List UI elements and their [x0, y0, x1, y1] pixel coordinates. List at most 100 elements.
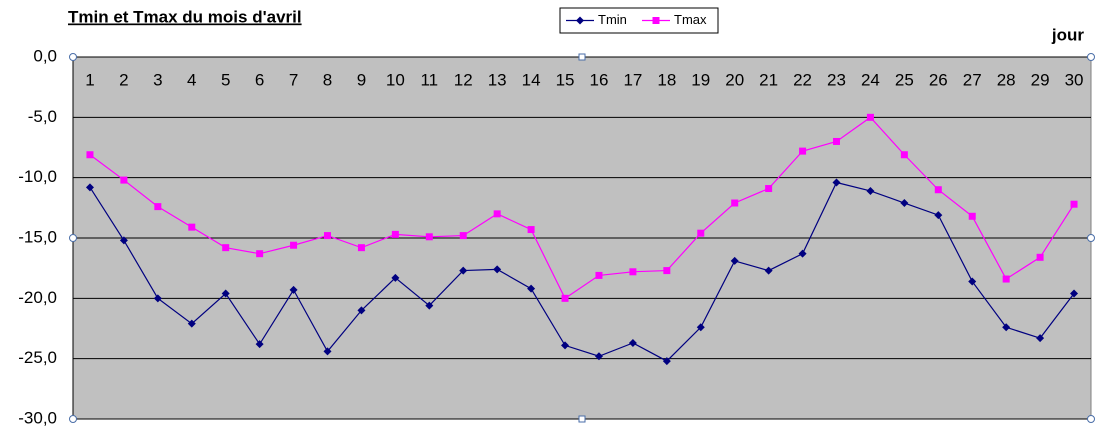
data-point	[459, 266, 468, 275]
legend-label: Tmax	[674, 12, 707, 27]
data-point	[561, 294, 569, 302]
data-point	[832, 178, 841, 187]
x-tick-label: 7	[289, 70, 298, 89]
x-axis-label: jour	[1051, 25, 1084, 44]
data-point	[391, 230, 399, 238]
x-tick-label: 22	[793, 70, 812, 89]
data-point	[595, 271, 603, 279]
data-point	[1070, 289, 1079, 298]
data-point	[833, 137, 840, 145]
x-tick-label: 23	[827, 70, 846, 89]
x-tick-label: 29	[1031, 70, 1050, 89]
data-point	[765, 185, 773, 193]
x-tick-label: 19	[691, 70, 710, 89]
y-tick-label: -10,0	[18, 167, 57, 186]
data-point	[697, 229, 705, 237]
data-point	[730, 256, 739, 265]
data-point	[323, 347, 332, 356]
data-point	[663, 267, 671, 275]
y-tick-label: -20,0	[18, 288, 57, 307]
x-tick-label: 13	[488, 70, 507, 89]
x-tick-label: 24	[861, 70, 880, 89]
data-point	[153, 294, 162, 303]
selection-handle	[1087, 234, 1095, 242]
data-point	[799, 147, 807, 155]
y-tick-label: -5,0	[28, 107, 57, 126]
data-point	[798, 249, 807, 258]
legend: Tmin Tmax	[559, 7, 719, 34]
x-tick-label: 12	[454, 70, 473, 89]
series-line	[89, 181, 1075, 362]
data-point	[934, 186, 942, 194]
selection-handle	[69, 415, 77, 423]
chart-title: Tmin et Tmax du mois d'avril	[68, 7, 302, 26]
selection-handle	[578, 415, 586, 423]
x-tick-label: 25	[895, 70, 914, 89]
data-point	[85, 183, 94, 192]
data-point	[357, 244, 365, 252]
data-point	[255, 340, 264, 349]
data-point	[696, 323, 705, 332]
x-tick-label: 20	[725, 70, 744, 89]
y-tick-label: -15,0	[18, 227, 57, 246]
x-tick-label: 8	[323, 70, 332, 89]
data-point	[493, 265, 502, 274]
data-point	[459, 232, 467, 240]
data-point	[527, 284, 536, 293]
x-tick-label: 9	[357, 70, 366, 89]
data-point	[154, 203, 162, 211]
data-point	[324, 232, 331, 240]
data-point	[594, 352, 603, 361]
data-point	[290, 241, 298, 249]
series-line	[89, 116, 1075, 300]
x-tick-label: 17	[623, 70, 642, 89]
legend-marker	[576, 16, 584, 25]
data-point	[968, 212, 976, 220]
data-point	[968, 277, 977, 286]
data-point	[1002, 275, 1010, 283]
legend-marker	[652, 17, 660, 24]
x-tick-label: 15	[556, 70, 575, 89]
data-point	[629, 268, 637, 276]
x-tick-label: 2	[119, 70, 128, 89]
data-point	[934, 211, 943, 220]
data-point	[289, 285, 298, 294]
data-point	[357, 306, 366, 315]
x-tick-label: 26	[929, 70, 948, 89]
selection-handle	[578, 53, 586, 61]
data-point	[900, 151, 908, 159]
selection-handle	[69, 234, 77, 242]
data-point	[222, 244, 230, 252]
legend-label: Tmin	[598, 12, 627, 27]
data-point	[1070, 200, 1078, 208]
data-point	[527, 226, 535, 234]
data-point	[493, 210, 501, 218]
data-point	[1002, 323, 1011, 332]
x-tick-label: 10	[386, 70, 405, 89]
x-tick-label: 6	[255, 70, 264, 89]
x-tick-label: 3	[153, 70, 162, 89]
data-point	[662, 357, 671, 366]
x-tick-label: 21	[759, 70, 778, 89]
x-tick-label: 18	[657, 70, 676, 89]
data-point	[764, 266, 773, 275]
x-tick-label: 5	[221, 70, 230, 89]
data-point	[120, 176, 128, 184]
data-point	[391, 273, 400, 282]
x-tick-label: 14	[522, 70, 541, 89]
data-point	[1036, 253, 1044, 261]
y-tick-label: -30,0	[18, 408, 57, 427]
x-tick-label: 1	[85, 70, 94, 89]
x-tick-label: 30	[1065, 70, 1084, 89]
x-tick-label: 11	[420, 70, 438, 89]
data-point	[425, 301, 434, 310]
x-tick-label: 28	[997, 70, 1016, 89]
data-point	[86, 151, 94, 159]
selection-handle	[69, 53, 77, 61]
x-tick-label: 16	[590, 70, 609, 89]
data-point	[900, 199, 909, 208]
data-point	[561, 341, 570, 350]
data-point	[731, 199, 739, 207]
data-point	[119, 236, 128, 245]
